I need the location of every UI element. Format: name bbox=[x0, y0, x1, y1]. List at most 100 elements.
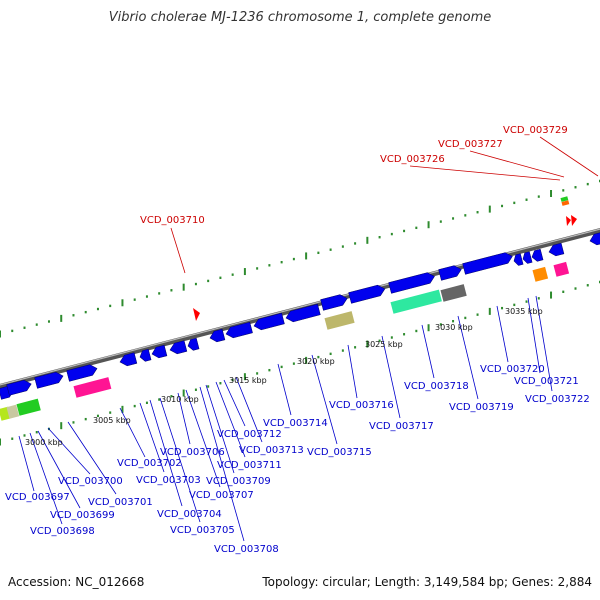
leader-line bbox=[29, 432, 63, 525]
kbp-label-3020: 3020 kbp bbox=[297, 357, 335, 366]
gene-label-vcd-003714: VCD_003714 bbox=[263, 418, 328, 429]
gene-label-vcd-003705: VCD_003705 bbox=[170, 525, 235, 536]
gene-arrow bbox=[285, 303, 321, 323]
gene-label-vcd-003718: VCD_003718 bbox=[404, 381, 469, 392]
gene-label-vcd-003713: VCD_003713 bbox=[239, 445, 304, 456]
leader-line bbox=[18, 435, 35, 492]
gene-label-vcd-003712: VCD_003712 bbox=[217, 429, 282, 440]
kbp-label-3025: 3025 kbp bbox=[365, 340, 403, 349]
gene-label-vcd-003719: VCD_003719 bbox=[449, 402, 514, 413]
leader-line bbox=[205, 384, 235, 474]
leader-line bbox=[235, 376, 263, 443]
topology-text: Topology: circular; Length: 3,149,584 bp… bbox=[262, 575, 592, 589]
leader-line bbox=[469, 150, 565, 178]
leader-line bbox=[139, 402, 165, 473]
gene-label-vcd-003710: VCD_003710 bbox=[140, 215, 205, 226]
gene-label-vcd-003727: VCD_003727 bbox=[438, 139, 503, 150]
leader-line bbox=[539, 136, 599, 177]
leader-line bbox=[347, 344, 358, 399]
gene-label-vcd-003721: VCD_003721 bbox=[514, 376, 579, 387]
gene-box-magenta bbox=[553, 261, 570, 277]
gene-arrow bbox=[548, 242, 565, 257]
gene-box-magenta bbox=[73, 377, 112, 398]
leader-line bbox=[149, 399, 183, 507]
gene-box-green bbox=[560, 196, 569, 202]
gene-arrow bbox=[388, 272, 435, 294]
leader-line bbox=[311, 354, 338, 445]
gene-label-vcd-003699: VCD_003699 bbox=[50, 510, 115, 521]
gene-label-vcd-003717: VCD_003717 bbox=[369, 421, 434, 432]
gene-arrow bbox=[139, 348, 152, 362]
red-marker bbox=[566, 216, 571, 226]
red-marker bbox=[193, 308, 200, 321]
map-title: Vibrio cholerae MJ-1236 chromosome 1, co… bbox=[108, 10, 492, 25]
kbp-label-3030: 3030 kbp bbox=[435, 323, 473, 332]
gene-arrow bbox=[522, 251, 533, 264]
gene-arrow bbox=[209, 328, 226, 343]
leader-line bbox=[421, 324, 435, 379]
leader-line bbox=[47, 427, 91, 475]
gene-arrow bbox=[225, 321, 253, 339]
gene-label-vcd-003720: VCD_003720 bbox=[480, 364, 545, 375]
gene-arrow bbox=[348, 284, 386, 304]
gene-arrow bbox=[34, 371, 64, 389]
gene-label-vcd-003716: VCD_003716 bbox=[329, 400, 394, 411]
leader-line bbox=[67, 421, 117, 495]
gene-features bbox=[0, 196, 600, 421]
gene-arrow bbox=[513, 253, 524, 266]
leader-line bbox=[457, 315, 479, 400]
gene-box-aqua bbox=[390, 289, 442, 314]
tick-marks bbox=[0, 179, 600, 446]
gene-label-vcd-003715: VCD_003715 bbox=[307, 447, 372, 458]
kbp-label-3005: 3005 kbp bbox=[93, 416, 131, 425]
gene-arrow bbox=[589, 231, 600, 246]
gene-box-green bbox=[16, 398, 41, 416]
gene-box-khaki bbox=[324, 311, 355, 330]
gene-arrow bbox=[253, 312, 285, 331]
gene-label-vcd-003703: VCD_003703 bbox=[136, 475, 201, 486]
gene-label-vcd-003708: VCD_003708 bbox=[214, 544, 279, 555]
leader-line bbox=[177, 392, 191, 445]
leader-line bbox=[381, 335, 401, 419]
red-marker bbox=[571, 215, 577, 226]
gene-box-orange bbox=[532, 266, 549, 282]
leader-line bbox=[37, 430, 81, 509]
leader-line bbox=[119, 407, 146, 458]
kbp-label-3000: 3000 kbp bbox=[25, 438, 63, 447]
red-gene-labels: VCD_003710 VCD_003726 VCD_003727 VCD_003… bbox=[140, 125, 568, 226]
gene-arrow bbox=[320, 294, 348, 311]
gene-label-vcd-003709: VCD_003709 bbox=[206, 476, 271, 487]
gene-arrow bbox=[6, 379, 32, 396]
kbp-label-3035: 3035 kbp bbox=[505, 307, 543, 316]
gene-label-vcd-003722: VCD_003722 bbox=[525, 394, 590, 405]
gene-arrow bbox=[438, 265, 462, 281]
gene-label-vcd-003700: VCD_003700 bbox=[58, 476, 123, 487]
blue-gene-labels: VCD_003697 VCD_003698 VCD_003699 VCD_003… bbox=[5, 364, 590, 555]
leader-line bbox=[170, 227, 186, 274]
gene-label-vcd-003726: VCD_003726 bbox=[380, 154, 445, 165]
gene-arrow bbox=[531, 248, 544, 262]
gene-label-vcd-003697: VCD_003697 bbox=[5, 492, 70, 503]
gene-label-vcd-003704: VCD_003704 bbox=[157, 509, 222, 520]
leader-line bbox=[496, 305, 509, 363]
gene-arrow bbox=[187, 337, 200, 351]
gene-label-vcd-003702: VCD_003702 bbox=[117, 458, 182, 469]
gene-arrow bbox=[462, 252, 513, 275]
label-leader-lines bbox=[18, 136, 599, 542]
gene-box-grey bbox=[440, 284, 467, 302]
leader-line bbox=[277, 363, 292, 416]
gene-label-vcd-003711: VCD_003711 bbox=[217, 460, 282, 471]
leader-line bbox=[535, 295, 553, 392]
gene-label-vcd-003706: VCD_003706 bbox=[160, 447, 225, 458]
kbp-tick-labels: 3000 kbp 3005 kbp 3010 kbp 3015 kbp 3020… bbox=[25, 307, 543, 447]
gene-label-vcd-003707: VCD_003707 bbox=[189, 490, 254, 501]
gene-box-orange bbox=[561, 200, 570, 206]
gene-arrow bbox=[119, 352, 138, 367]
leader-line bbox=[185, 389, 221, 488]
accession-text: Accession: NC_012668 bbox=[8, 575, 145, 589]
leader-line bbox=[159, 397, 201, 523]
leader-line bbox=[215, 381, 246, 458]
leader-line bbox=[223, 379, 246, 427]
leader-line bbox=[199, 386, 245, 542]
